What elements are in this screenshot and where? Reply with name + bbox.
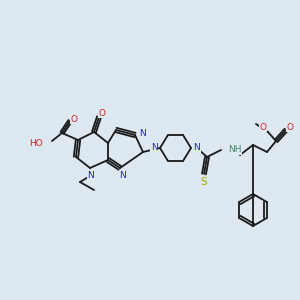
Text: HO: HO <box>29 139 43 148</box>
Text: O: O <box>260 122 266 131</box>
Text: N: N <box>120 170 126 179</box>
Text: N: N <box>194 143 200 152</box>
Text: NH: NH <box>228 146 242 154</box>
Text: O: O <box>98 109 106 118</box>
Text: N: N <box>151 143 158 152</box>
Text: N: N <box>88 172 94 181</box>
Text: O: O <box>70 115 77 124</box>
Text: N: N <box>139 130 145 139</box>
Text: S: S <box>201 177 207 187</box>
Text: O: O <box>286 122 293 131</box>
